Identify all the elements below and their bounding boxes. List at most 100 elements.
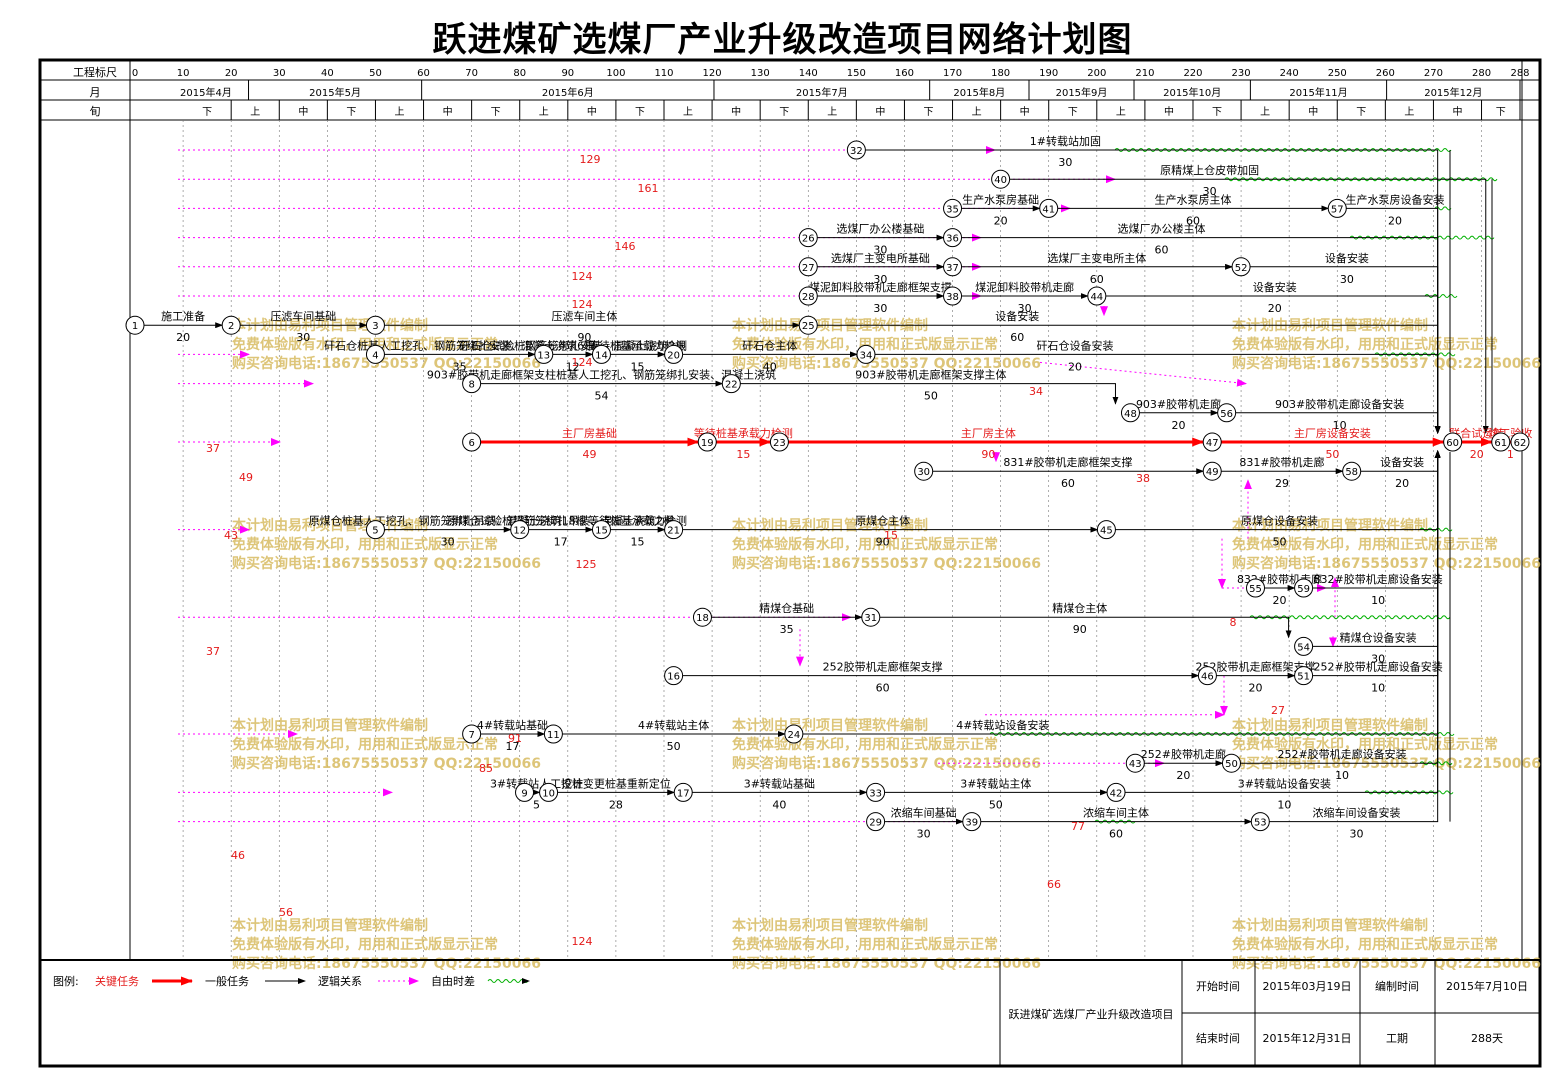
event-node[interactable]: 20 [664, 344, 684, 364]
event-node-circle[interactable] [1120, 403, 1140, 423]
event-node-circle[interactable] [1327, 198, 1347, 218]
event-node[interactable]: 27 [798, 257, 818, 277]
event-node[interactable]: 1 [125, 315, 145, 335]
event-node-circle[interactable] [365, 520, 385, 540]
event-node-circle[interactable] [798, 286, 818, 306]
event-node[interactable]: 50 [1221, 753, 1241, 773]
event-node[interactable]: 49 [1202, 461, 1222, 481]
event-node-circle[interactable] [365, 344, 385, 364]
event-node[interactable]: 21 [664, 520, 684, 540]
event-node[interactable]: 61 [1491, 432, 1511, 452]
event-node-circle[interactable] [943, 286, 963, 306]
event-node[interactable]: 13 [534, 344, 554, 364]
event-node[interactable]: 5 [365, 520, 385, 540]
event-node-circle[interactable] [1231, 257, 1251, 277]
event-node-circle[interactable] [673, 782, 693, 802]
event-node[interactable]: 18 [692, 607, 712, 627]
event-node-circle[interactable] [664, 666, 684, 686]
event-node[interactable]: 34 [856, 344, 876, 364]
event-node-circle[interactable] [1125, 753, 1145, 773]
event-node[interactable]: 8 [462, 374, 482, 394]
event-node[interactable]: 39 [962, 812, 982, 832]
event-node-circle[interactable] [866, 812, 886, 832]
event-node-circle[interactable] [1217, 403, 1237, 423]
event-node[interactable]: 48 [1120, 403, 1140, 423]
event-node-circle[interactable] [1294, 666, 1314, 686]
event-node[interactable]: 28 [798, 286, 818, 306]
event-node[interactable]: 19 [697, 432, 717, 452]
event-node[interactable]: 56 [1217, 403, 1237, 423]
event-node[interactable]: 22 [721, 374, 741, 394]
event-node-circle[interactable] [943, 228, 963, 248]
event-node[interactable]: 55 [1246, 578, 1266, 598]
event-node[interactable]: 57 [1327, 198, 1347, 218]
event-node[interactable]: 37 [943, 257, 963, 277]
event-node[interactable]: 58 [1342, 461, 1362, 481]
event-node-circle[interactable] [1039, 198, 1059, 218]
event-node[interactable]: 25 [798, 315, 818, 335]
event-node[interactable]: 14 [591, 344, 611, 364]
event-node[interactable]: 59 [1294, 578, 1314, 598]
event-node[interactable]: 23 [769, 432, 789, 452]
event-node-circle[interactable] [784, 724, 804, 744]
event-node[interactable]: 45 [1096, 520, 1116, 540]
event-node-circle[interactable] [798, 257, 818, 277]
event-node-circle[interactable] [769, 432, 789, 452]
event-node-circle[interactable] [510, 520, 530, 540]
event-node[interactable]: 42 [1106, 782, 1126, 802]
event-node-circle[interactable] [1202, 432, 1222, 452]
event-node-circle[interactable] [664, 344, 684, 364]
event-node-circle[interactable] [462, 432, 482, 452]
event-node[interactable]: 29 [866, 812, 886, 832]
event-node[interactable]: 35 [943, 198, 963, 218]
event-node[interactable]: 10 [539, 782, 559, 802]
event-node-circle[interactable] [943, 198, 963, 218]
event-node-circle[interactable] [1510, 432, 1530, 452]
event-node[interactable]: 36 [943, 228, 963, 248]
event-node-circle[interactable] [798, 228, 818, 248]
event-node[interactable]: 38 [943, 286, 963, 306]
event-node[interactable]: 53 [1250, 812, 1270, 832]
event-node-circle[interactable] [543, 724, 563, 744]
event-node-circle[interactable] [1246, 578, 1266, 598]
event-node-circle[interactable] [462, 374, 482, 394]
event-node-circle[interactable] [591, 520, 611, 540]
event-node-circle[interactable] [515, 782, 535, 802]
event-node-circle[interactable] [462, 724, 482, 744]
event-node-circle[interactable] [721, 374, 741, 394]
event-node-circle[interactable] [539, 782, 559, 802]
event-node[interactable]: 46 [1197, 666, 1217, 686]
event-node[interactable]: 40 [991, 169, 1011, 189]
event-node-circle[interactable] [591, 344, 611, 364]
event-node-circle[interactable] [866, 782, 886, 802]
event-node-circle[interactable] [1250, 812, 1270, 832]
event-node[interactable]: 4 [365, 344, 385, 364]
event-node-circle[interactable] [221, 315, 241, 335]
event-node-circle[interactable] [1106, 782, 1126, 802]
event-node[interactable]: 2 [221, 315, 241, 335]
event-node[interactable]: 47 [1202, 432, 1222, 452]
event-node[interactable]: 33 [866, 782, 886, 802]
event-node-circle[interactable] [962, 812, 982, 832]
event-node[interactable]: 26 [798, 228, 818, 248]
event-node[interactable]: 41 [1039, 198, 1059, 218]
event-node[interactable]: 52 [1231, 257, 1251, 277]
event-node[interactable]: 43 [1125, 753, 1145, 773]
event-node[interactable]: 6 [462, 432, 482, 452]
event-node-circle[interactable] [1294, 636, 1314, 656]
event-node[interactable]: 3 [365, 315, 385, 335]
event-node-circle[interactable] [914, 461, 934, 481]
event-node-circle[interactable] [534, 344, 554, 364]
event-node[interactable]: 62 [1510, 432, 1530, 452]
event-node-circle[interactable] [365, 315, 385, 335]
event-node[interactable]: 44 [1087, 286, 1107, 306]
event-node[interactable]: 31 [861, 607, 881, 627]
event-node-circle[interactable] [125, 315, 145, 335]
event-node[interactable]: 12 [510, 520, 530, 540]
event-node[interactable]: 51 [1294, 666, 1314, 686]
event-node-circle[interactable] [846, 140, 866, 160]
event-node-circle[interactable] [798, 315, 818, 335]
event-node-circle[interactable] [1096, 520, 1116, 540]
event-node-circle[interactable] [1294, 578, 1314, 598]
event-node-circle[interactable] [664, 520, 684, 540]
